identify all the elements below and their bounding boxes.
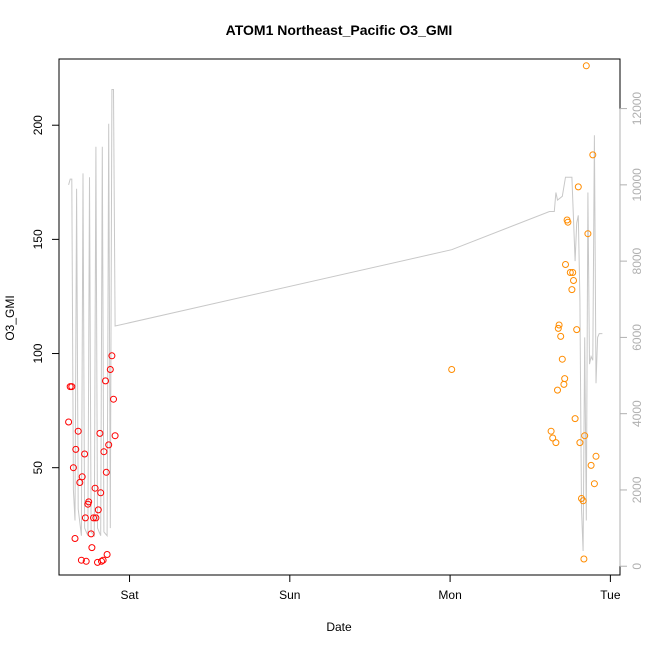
data-point-series-2 xyxy=(547,427,555,435)
x-axis-label: Date xyxy=(326,620,352,634)
y-tick-label: 200 xyxy=(31,115,45,135)
data-point-series-2 xyxy=(569,269,577,276)
data-point-series-2 xyxy=(574,183,582,191)
data-point-series-2 xyxy=(580,555,588,563)
data-point-series-1 xyxy=(72,445,80,453)
data-point-series-2 xyxy=(561,375,569,383)
data-point-series-1 xyxy=(82,557,90,565)
data-point-series-2 xyxy=(570,277,577,284)
data-point-series-1 xyxy=(85,498,93,506)
x-tick-label: Sun xyxy=(279,588,300,602)
data-point-series-2 xyxy=(549,434,557,442)
x-tick-label: Mon xyxy=(438,588,461,602)
data-point-series-2 xyxy=(554,386,561,394)
data-point-series-2 xyxy=(448,366,456,373)
y-tick-label-right: 0 xyxy=(630,563,644,570)
data-point-series-1 xyxy=(78,473,86,481)
y-tick-label-right: 4000 xyxy=(630,400,644,427)
data-point-series-2 xyxy=(558,355,566,363)
data-point-series-1 xyxy=(81,514,89,522)
data-point-series-1 xyxy=(106,366,114,373)
data-point-series-2 xyxy=(554,324,562,332)
x-tick-label: Tue xyxy=(600,588,621,602)
data-point-series-1 xyxy=(110,395,117,403)
data-point-series-2 xyxy=(584,230,592,238)
data-point-series-2 xyxy=(576,439,584,447)
y-axis-right: 0 2000 4000 6000 8000 10000 12000 xyxy=(619,92,644,570)
data-point-series-1 xyxy=(81,450,89,458)
data-point-series-1 xyxy=(71,535,79,542)
data-point-series-1 xyxy=(108,352,116,360)
data-point-series-1 xyxy=(98,557,105,565)
data-point-series-2 xyxy=(560,380,568,388)
data-point-series-2 xyxy=(552,439,560,447)
data-point-series-1 xyxy=(90,514,97,522)
data-point-series-1 xyxy=(99,556,107,564)
data-point-series-1 xyxy=(91,484,99,492)
data-point-series-2 xyxy=(571,415,579,423)
data-point-series-2 xyxy=(587,461,595,469)
data-point-series-2 xyxy=(568,286,576,294)
data-point-series-1 xyxy=(87,530,95,538)
y-axis-label: O3_GMI xyxy=(3,295,17,340)
data-point-series-1 xyxy=(111,432,119,440)
y-axis: 50 100 150 200 xyxy=(31,115,59,474)
y-tick-label-right: 2000 xyxy=(630,476,644,503)
y-tick-label-right: 10000 xyxy=(630,168,644,202)
x-tick-label: Sat xyxy=(121,588,140,602)
data-point-series-1 xyxy=(103,551,111,558)
data-point-series-2 xyxy=(589,151,597,159)
y-tick-label-right: 6000 xyxy=(630,324,644,351)
points-layer xyxy=(65,62,600,566)
plot-area xyxy=(58,58,621,576)
x-axis: Sat Sun Mon Tue xyxy=(121,574,621,602)
y-tick-label-right: 8000 xyxy=(630,247,644,274)
data-point-series-2 xyxy=(562,261,569,268)
data-point-series-2 xyxy=(579,497,587,505)
data-point-series-2 xyxy=(566,269,574,276)
data-point-series-2 xyxy=(564,218,572,226)
data-point-series-1 xyxy=(77,556,85,564)
altitude-line-layer xyxy=(68,89,603,552)
data-point-series-1 xyxy=(88,544,96,552)
y-tick-label: 50 xyxy=(31,461,45,475)
data-point-series-1 xyxy=(102,377,109,385)
data-point-series-1 xyxy=(68,383,76,391)
altitude-line xyxy=(68,89,603,552)
data-point-series-2 xyxy=(555,321,563,329)
data-point-series-1 xyxy=(102,468,110,476)
y-tick-label: 150 xyxy=(31,229,45,249)
data-point-series-2 xyxy=(592,452,600,460)
data-point-series-2 xyxy=(590,480,598,488)
chart-title: ATOM1 Northeast_Pacific O3_GMI xyxy=(226,22,453,38)
data-point-series-1 xyxy=(105,441,113,449)
data-point-series-1 xyxy=(94,506,102,514)
data-point-series-2 xyxy=(582,62,590,70)
data-point-series-1 xyxy=(65,418,73,426)
data-point-series-2 xyxy=(581,432,589,440)
data-point-series-2 xyxy=(573,326,581,334)
data-point-series-1 xyxy=(100,448,108,456)
data-point-series-1 xyxy=(76,479,84,486)
data-point-series-1 xyxy=(74,427,82,435)
y-tick-label: 100 xyxy=(31,343,45,363)
data-point-series-2 xyxy=(557,332,565,340)
data-point-series-1 xyxy=(97,489,105,497)
data-point-series-1 xyxy=(92,514,100,522)
plot-frame xyxy=(58,58,621,576)
y-tick-label-right: 12000 xyxy=(630,92,644,126)
data-point-series-1 xyxy=(94,558,101,566)
data-point-series-1 xyxy=(96,429,104,437)
data-point-series-1 xyxy=(69,464,77,472)
